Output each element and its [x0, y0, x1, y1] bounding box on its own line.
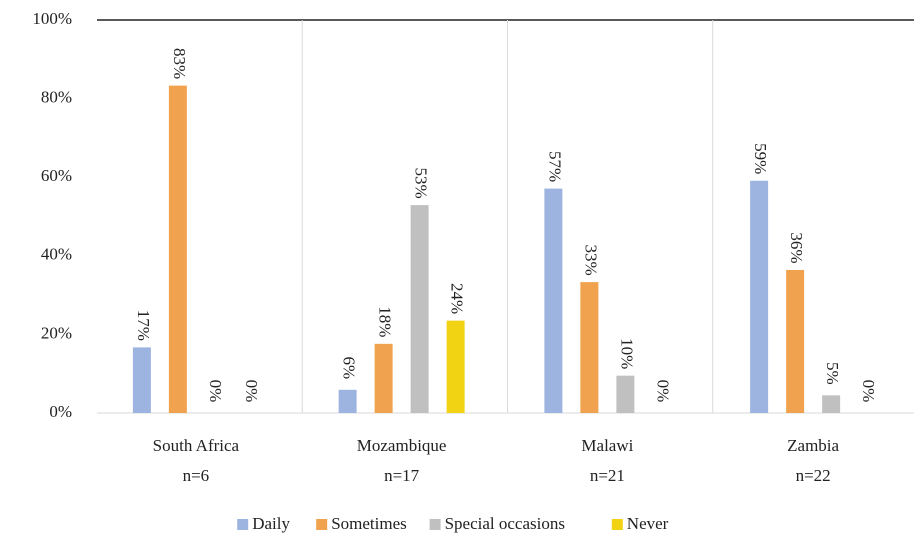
legend-swatch — [316, 519, 328, 530]
data-label: 0% — [206, 380, 225, 403]
legend-swatch — [429, 519, 441, 530]
data-label: 0% — [859, 380, 878, 403]
bar — [374, 343, 393, 413]
x-tick-label: Mozambique — [357, 436, 447, 455]
data-label: 83% — [170, 48, 189, 79]
y-tick-label: 80% — [41, 88, 72, 107]
x-tick-label: n=6 — [183, 466, 210, 485]
data-label: 0% — [242, 380, 261, 403]
legend-label: Never — [627, 514, 669, 533]
y-tick-label: 0% — [49, 402, 72, 421]
bar — [410, 205, 429, 413]
data-label: 17% — [134, 310, 153, 341]
data-label: 6% — [340, 356, 359, 379]
bar — [750, 180, 769, 413]
bar — [168, 85, 187, 414]
legend-swatch — [611, 519, 623, 530]
bar — [446, 320, 465, 413]
legend-label: Daily — [252, 514, 290, 533]
data-label: 57% — [545, 151, 564, 182]
y-tick-label: 60% — [41, 166, 72, 185]
legend-swatch — [237, 519, 249, 530]
data-label: 24% — [448, 283, 467, 314]
data-label: 10% — [617, 338, 636, 369]
data-label: 33% — [581, 245, 600, 276]
data-label: 0% — [653, 380, 672, 403]
x-tick-label: South Africa — [153, 436, 240, 455]
bar — [338, 389, 357, 413]
y-tick-label: 40% — [41, 245, 72, 264]
bar — [544, 188, 563, 413]
data-label: 53% — [412, 168, 431, 199]
x-tick-label: Malawi — [581, 436, 633, 455]
bar — [580, 282, 599, 413]
x-tick-label: n=21 — [590, 466, 625, 485]
bar — [132, 347, 151, 413]
y-tick-label: 100% — [32, 9, 72, 28]
y-tick-label: 20% — [41, 323, 72, 342]
bar — [616, 375, 635, 413]
data-label: 5% — [823, 362, 842, 385]
x-tick-label: Zambia — [787, 436, 839, 455]
bar — [786, 269, 805, 413]
x-tick-label: n=17 — [384, 466, 420, 485]
legend-label: Sometimes — [331, 514, 407, 533]
legend-label: Special occasions — [445, 514, 565, 533]
bar — [822, 395, 841, 413]
data-label: 36% — [787, 232, 806, 263]
x-tick-label: n=22 — [796, 466, 831, 485]
data-label: 18% — [376, 306, 395, 337]
data-label: 59% — [751, 143, 770, 174]
